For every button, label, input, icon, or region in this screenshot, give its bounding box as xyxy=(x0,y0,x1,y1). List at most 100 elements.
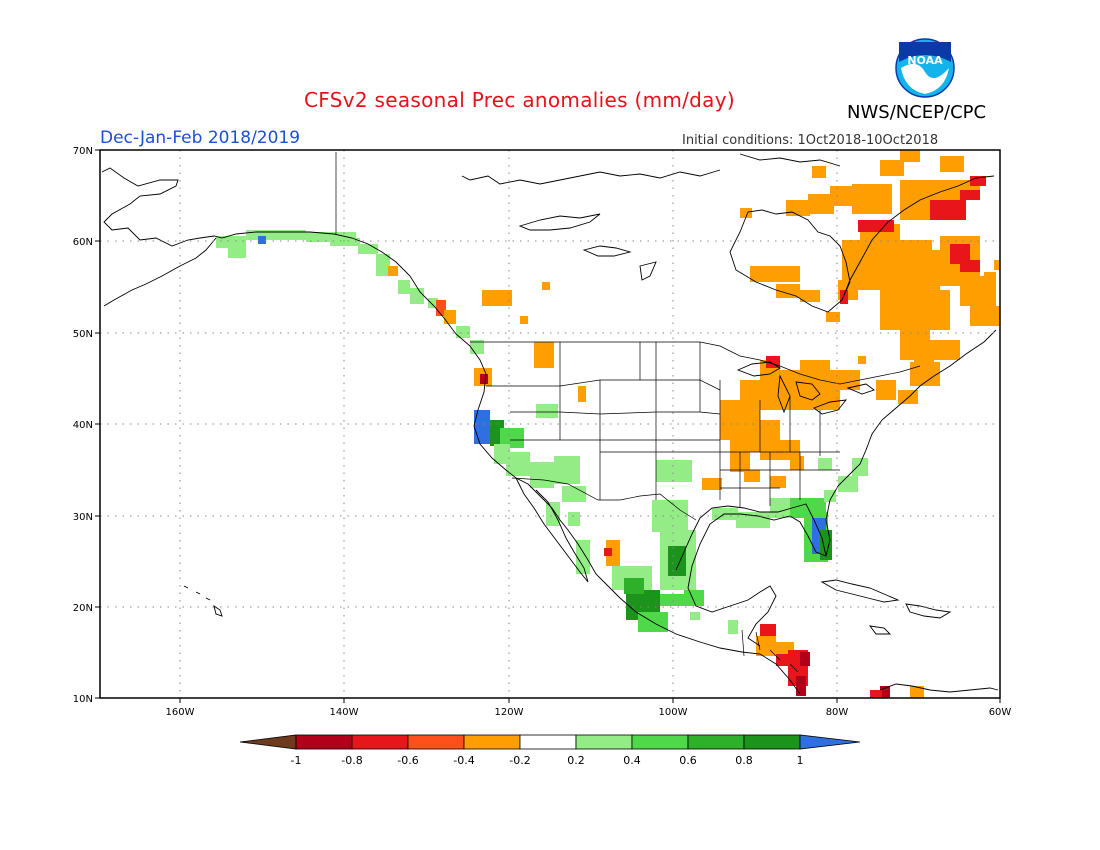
noaa-logo-text: NOAA xyxy=(907,54,943,67)
anomaly-cell xyxy=(536,404,558,418)
anomaly-cell xyxy=(482,290,512,306)
anomaly-cell xyxy=(830,186,854,206)
anomaly-cell xyxy=(858,356,866,364)
anomaly-cell xyxy=(520,316,528,324)
anomaly-cells xyxy=(216,150,1000,698)
map-title: CFSv2 seasonal Prec anomalies (mm/day) xyxy=(304,88,735,112)
legend-swatch xyxy=(295,734,353,750)
lat-tick-label: 50N xyxy=(73,329,93,340)
legend-swatch xyxy=(351,734,409,750)
anomaly-cell xyxy=(898,390,918,404)
anomaly-cell xyxy=(950,244,970,264)
anomaly-cell xyxy=(960,190,980,200)
anomaly-cell xyxy=(604,548,612,556)
anomaly-cell xyxy=(880,686,890,698)
anomaly-cell xyxy=(830,370,860,390)
anomaly-cell xyxy=(444,310,456,324)
anomaly-cell xyxy=(410,288,424,304)
anomaly-cell xyxy=(500,428,524,448)
anomaly-cell xyxy=(228,248,246,258)
lon-tick-label: 120W xyxy=(495,707,524,718)
legend-swatch xyxy=(407,734,465,750)
anomaly-cell xyxy=(900,150,920,162)
anomaly-cell xyxy=(852,458,868,476)
anomaly-cell xyxy=(870,690,882,698)
anomaly-cell xyxy=(970,306,1000,326)
anomaly-cell xyxy=(216,236,246,248)
anomaly-cell xyxy=(880,160,904,176)
anomaly-cell xyxy=(358,244,378,254)
lon-tick-label: 80W xyxy=(826,707,849,718)
anomaly-cell xyxy=(914,356,934,376)
color-legend: -1 -0.8 -0.6 -0.4 -0.2 0.2 0.4 0.6 0.8 1 xyxy=(239,734,861,767)
legend-label: 0.4 xyxy=(623,754,641,767)
anomaly-cell xyxy=(690,612,700,620)
legend-label: 1 xyxy=(797,754,804,767)
anomaly-cell xyxy=(876,380,896,400)
season-label: Dec-Jan-Feb 2018/2019 xyxy=(100,128,301,148)
anomaly-cell xyxy=(656,460,692,482)
anomaly-cell xyxy=(728,620,738,634)
anomaly-cell xyxy=(994,260,1000,270)
anomaly-cell xyxy=(760,624,776,636)
anomaly-cell xyxy=(562,486,586,502)
legend-label: -0.4 xyxy=(453,754,474,767)
lat-tick-label: 70N xyxy=(73,146,93,157)
anomaly-cell xyxy=(668,546,686,576)
legend-swatch xyxy=(743,734,801,750)
anomaly-cell xyxy=(506,452,530,476)
coastlines xyxy=(101,153,999,695)
lon-tick-label: 60W xyxy=(989,707,1012,718)
anomaly-cell xyxy=(852,184,892,214)
anomaly-cell xyxy=(388,266,398,276)
lat-tick-label: 10N xyxy=(73,694,93,705)
anomaly-cell xyxy=(258,236,266,244)
anomaly-cell xyxy=(858,220,894,232)
anomaly-cell xyxy=(930,340,960,360)
anomaly-cell xyxy=(776,654,788,666)
anomaly-cell xyxy=(800,290,820,302)
anomaly-cell xyxy=(970,176,986,186)
lon-tick-label: 100W xyxy=(659,707,688,718)
anomaly-cell xyxy=(800,652,810,666)
anomaly-cell xyxy=(306,232,356,242)
legend-label: 0.6 xyxy=(679,754,697,767)
anomaly-cell xyxy=(776,284,800,298)
anomaly-cell xyxy=(984,272,996,286)
anomaly-cell xyxy=(398,280,410,294)
legend-arrow-right xyxy=(799,734,861,750)
lat-tick-label: 20N xyxy=(73,603,93,614)
anomaly-cell xyxy=(542,282,550,290)
anomaly-cell xyxy=(820,530,832,560)
legend-arrow-left xyxy=(239,734,297,750)
legend-label: -1 xyxy=(291,754,302,767)
legend-label: -0.6 xyxy=(397,754,418,767)
legend-swatch xyxy=(631,734,689,750)
legend-label: 0.2 xyxy=(567,754,585,767)
initial-conditions-label: Initial conditions: 1Oct2018-10Oct2018 xyxy=(682,133,939,148)
anomaly-cell xyxy=(530,462,554,488)
anomaly-cell xyxy=(456,326,470,338)
anomaly-cell xyxy=(246,230,306,240)
anomaly-cell xyxy=(940,156,964,172)
anomaly-cell xyxy=(578,386,586,402)
anomaly-cell xyxy=(554,456,580,484)
anomaly-cell xyxy=(818,458,832,470)
anomaly-cell xyxy=(750,266,800,282)
agency-label: NWS/NCEP/CPC xyxy=(847,102,987,123)
legend-label: 0.8 xyxy=(735,754,753,767)
anomaly-cell xyxy=(330,238,360,246)
anomaly-cell xyxy=(770,476,786,488)
political-borders xyxy=(335,152,921,673)
anomaly-cell xyxy=(606,540,620,566)
legend-swatch xyxy=(519,734,577,750)
anomaly-cell xyxy=(790,456,804,470)
anomaly-cell xyxy=(576,540,590,574)
noaa-logo-icon: NOAA xyxy=(895,38,955,98)
anomaly-cell xyxy=(740,208,752,218)
anomaly-cell xyxy=(808,194,834,214)
anomaly-cell xyxy=(824,490,836,502)
legend-swatch xyxy=(687,734,745,750)
anomaly-cell xyxy=(546,502,560,526)
